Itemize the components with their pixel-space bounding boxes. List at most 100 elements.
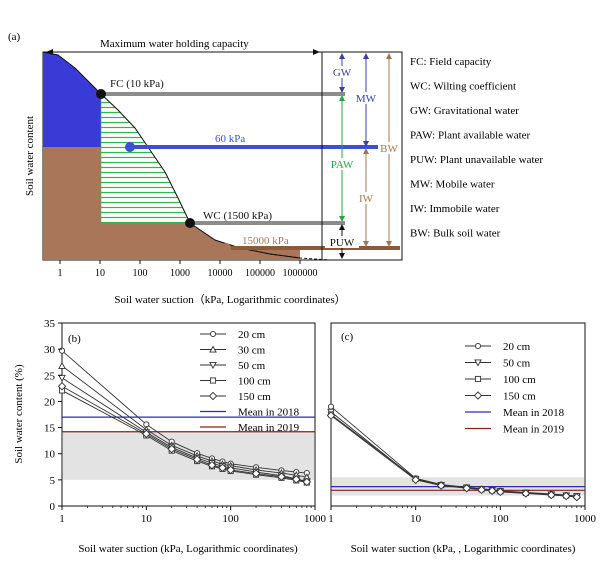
- bracket-mw: MW: [354, 53, 378, 147]
- b-y-tick-label: 15: [44, 423, 56, 435]
- b-x-tick-label: 100: [222, 513, 239, 525]
- gravitational-water-area: [43, 52, 101, 147]
- a-x-tick-label: 10: [95, 268, 105, 279]
- panel-c: 1 10 100 1000 20 cm 50 cm 100 cm 150 cm Mean in…: [326, 322, 597, 555]
- b-x-tick-label: 1: [59, 513, 65, 525]
- b-data-point: [57, 382, 67, 391]
- definition-item: BW: Bulk soil water: [410, 228, 501, 240]
- a-x-tick-label: 100000: [245, 268, 275, 279]
- max-capacity-label: Maximum water holding capacity: [100, 38, 249, 50]
- c-data-point: [462, 483, 471, 493]
- legend-entry: Mean in 2018: [503, 407, 565, 419]
- panel-b-y-axis-label: Soil water content (%): [13, 364, 25, 464]
- panel-a: (a) FC (10 kPa) 60 kPa WC (1500 kPa) 150…: [8, 31, 543, 306]
- panel-b-frame: [61, 322, 316, 507]
- definition-item: GW: Gravitational water: [410, 105, 519, 117]
- bracket-iw: IW: [356, 148, 376, 247]
- retention-curve-dashed: [239, 247, 331, 261]
- panel-c-legend: 20 cm 50 cm 100 cm 150 cm Mean in 2018 Mean i…: [465, 341, 565, 436]
- panel-a-label: (a): [8, 31, 21, 43]
- c-x-tick-label: 1: [328, 513, 334, 525]
- legend-marker: [209, 345, 217, 353]
- panel-c-label: (c): [341, 331, 354, 343]
- svg-text:MW: MW: [356, 93, 377, 105]
- legend-entry: Mean in 2019: [503, 424, 565, 436]
- legend-entry: 20 cm: [503, 341, 531, 353]
- legend-entry: 150 cm: [238, 391, 271, 403]
- legend-entry: 150 cm: [503, 391, 536, 403]
- b-y-tick-label: 0: [50, 501, 56, 513]
- legend-entry: 30 cm: [238, 345, 266, 357]
- b-data-point: [58, 374, 66, 382]
- definition-item: MW: Mobile water: [410, 179, 495, 191]
- b-data-point: [192, 455, 202, 464]
- legend-entry: 100 cm: [503, 374, 536, 386]
- b-y-tick-label: 25: [44, 370, 56, 382]
- svg-text:BW: BW: [380, 143, 398, 155]
- svg-text:GW: GW: [333, 67, 352, 79]
- svg-text:PAW: PAW: [331, 159, 354, 171]
- panel-b: 1 10 100 1000 0 5 10 15 20 25 30 35 20 cm 30 cm 50 cm…: [13, 318, 327, 555]
- c-data-point: [436, 481, 446, 490]
- legend-entry: 100 cm: [238, 376, 271, 388]
- panel-a-definitions: FC: Field capacity WC: Wilting coefficien…: [410, 56, 543, 240]
- b-y-tick-label: 5: [50, 475, 56, 487]
- panel-c-x-axis-label: Soil water suction (kPa, , Logarithmic c…: [351, 543, 576, 555]
- b-y-tick-label: 20: [44, 396, 56, 408]
- b-data-point: [292, 475, 301, 484]
- bracket-paw: PAW: [328, 95, 356, 222]
- b-data-point: [142, 429, 151, 439]
- fc-label: FC (10 kPa): [110, 78, 164, 90]
- c-data-point: [327, 403, 335, 410]
- panel-b-label: (b): [68, 333, 81, 345]
- b-data-point: [302, 477, 312, 487]
- b-x-tick-label: 1000: [304, 513, 327, 525]
- b-y-tick-label: 30: [44, 344, 56, 356]
- legend-marker: [473, 391, 483, 400]
- b-data-point: [251, 469, 261, 478]
- svg-text:IW: IW: [359, 193, 374, 205]
- bracket-gw: GW: [332, 53, 352, 93]
- wc-point: [185, 218, 195, 228]
- c-x-tick-label: 1000: [574, 513, 597, 525]
- wc-label: WC (1500 kPa): [203, 210, 272, 222]
- panel-b-legend: 20 cm 30 cm 50 cm 100 cm 150 cm Mean in 2018 M…: [200, 329, 300, 434]
- plant-available-water-area: [100, 93, 191, 224]
- legend-entry: 50 cm: [503, 358, 531, 370]
- b-data-point: [207, 460, 217, 470]
- max-capacity-arrowhead-right: [313, 49, 320, 55]
- pa15000-point: [221, 243, 231, 253]
- legend-marker: [209, 361, 217, 370]
- b-data-point: [58, 361, 66, 369]
- definition-item: PUW: Plant unavailable water: [410, 154, 543, 166]
- legend-entry: Mean in 2018: [238, 407, 300, 419]
- panel-a-x-axis-label: Soil water suction（kPa, Logarithmic coor…: [114, 293, 345, 306]
- c-data-point: [411, 475, 420, 485]
- b-data-point: [167, 444, 176, 454]
- c-x-tick-label: 10: [410, 513, 422, 525]
- legend-marker: [208, 391, 218, 401]
- b-data-point: [218, 463, 227, 473]
- a-x-tick-label: 100: [133, 268, 148, 279]
- c-data-point: [477, 485, 486, 495]
- c-data-point: [487, 486, 497, 496]
- legend-marker: [209, 377, 217, 384]
- svg-text:PUW: PUW: [330, 237, 355, 249]
- b-x-tick-label: 10: [141, 513, 153, 525]
- b-data-point: [226, 465, 235, 475]
- b-data-point: [277, 472, 286, 481]
- a-x-tick-label: 1: [58, 268, 63, 279]
- legend-marker: [209, 330, 217, 338]
- panel-a-y-axis-label: Soil water content: [24, 116, 36, 196]
- legend-entry: 20 cm: [238, 329, 266, 341]
- c-data-point: [326, 411, 336, 420]
- pa60-label: 60 kPa: [215, 133, 245, 145]
- legend-entry: Mean in 2019: [238, 422, 300, 434]
- definition-item: PAW: Plant available water: [410, 130, 531, 142]
- a-x-tick-label: 1000: [170, 268, 190, 279]
- pa15000-label: 15000 kPa: [242, 235, 289, 247]
- legend-marker: [474, 342, 482, 350]
- bracket-bw: BW: [378, 53, 400, 247]
- c-data-point: [496, 487, 505, 497]
